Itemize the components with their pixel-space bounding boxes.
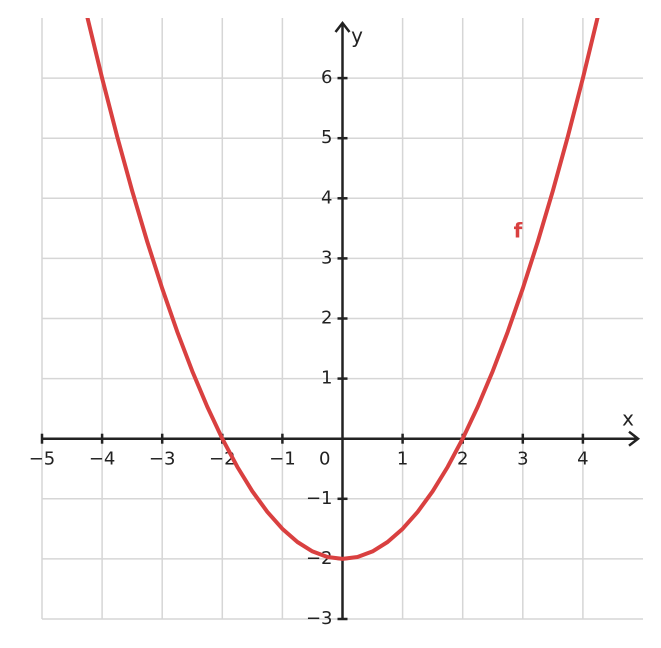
y-axis-arrow bbox=[334, 20, 351, 33]
x-tick-label: −1 bbox=[269, 449, 296, 470]
series-label: f bbox=[514, 219, 523, 243]
y-tick-label: 1 bbox=[321, 368, 332, 389]
y-axis-label: y bbox=[351, 24, 363, 48]
x-axis-arrow bbox=[628, 430, 641, 447]
x-tick-label: 3 bbox=[517, 449, 528, 470]
x-tick-label: 0 bbox=[319, 449, 330, 470]
x-tick-label: 2 bbox=[457, 449, 468, 470]
x-tick-label: 1 bbox=[397, 449, 408, 470]
curves bbox=[85, 18, 600, 561]
x-axis-label: x bbox=[622, 407, 634, 431]
y-tick-label: 6 bbox=[321, 67, 332, 88]
y-tick-label: 2 bbox=[321, 308, 332, 329]
y-tick-label: −3 bbox=[306, 608, 333, 629]
x-tick-label: −5 bbox=[29, 449, 56, 470]
y-tick-label: 5 bbox=[321, 127, 332, 148]
y-tick-label: −1 bbox=[306, 488, 333, 509]
x-tick-label: −3 bbox=[149, 449, 176, 470]
x-tick-label: 4 bbox=[577, 449, 588, 470]
x-tick-label: −4 bbox=[89, 449, 116, 470]
curve bbox=[85, 18, 600, 561]
y-tick-label: 3 bbox=[321, 247, 332, 268]
y-tick-label: 4 bbox=[321, 187, 332, 208]
